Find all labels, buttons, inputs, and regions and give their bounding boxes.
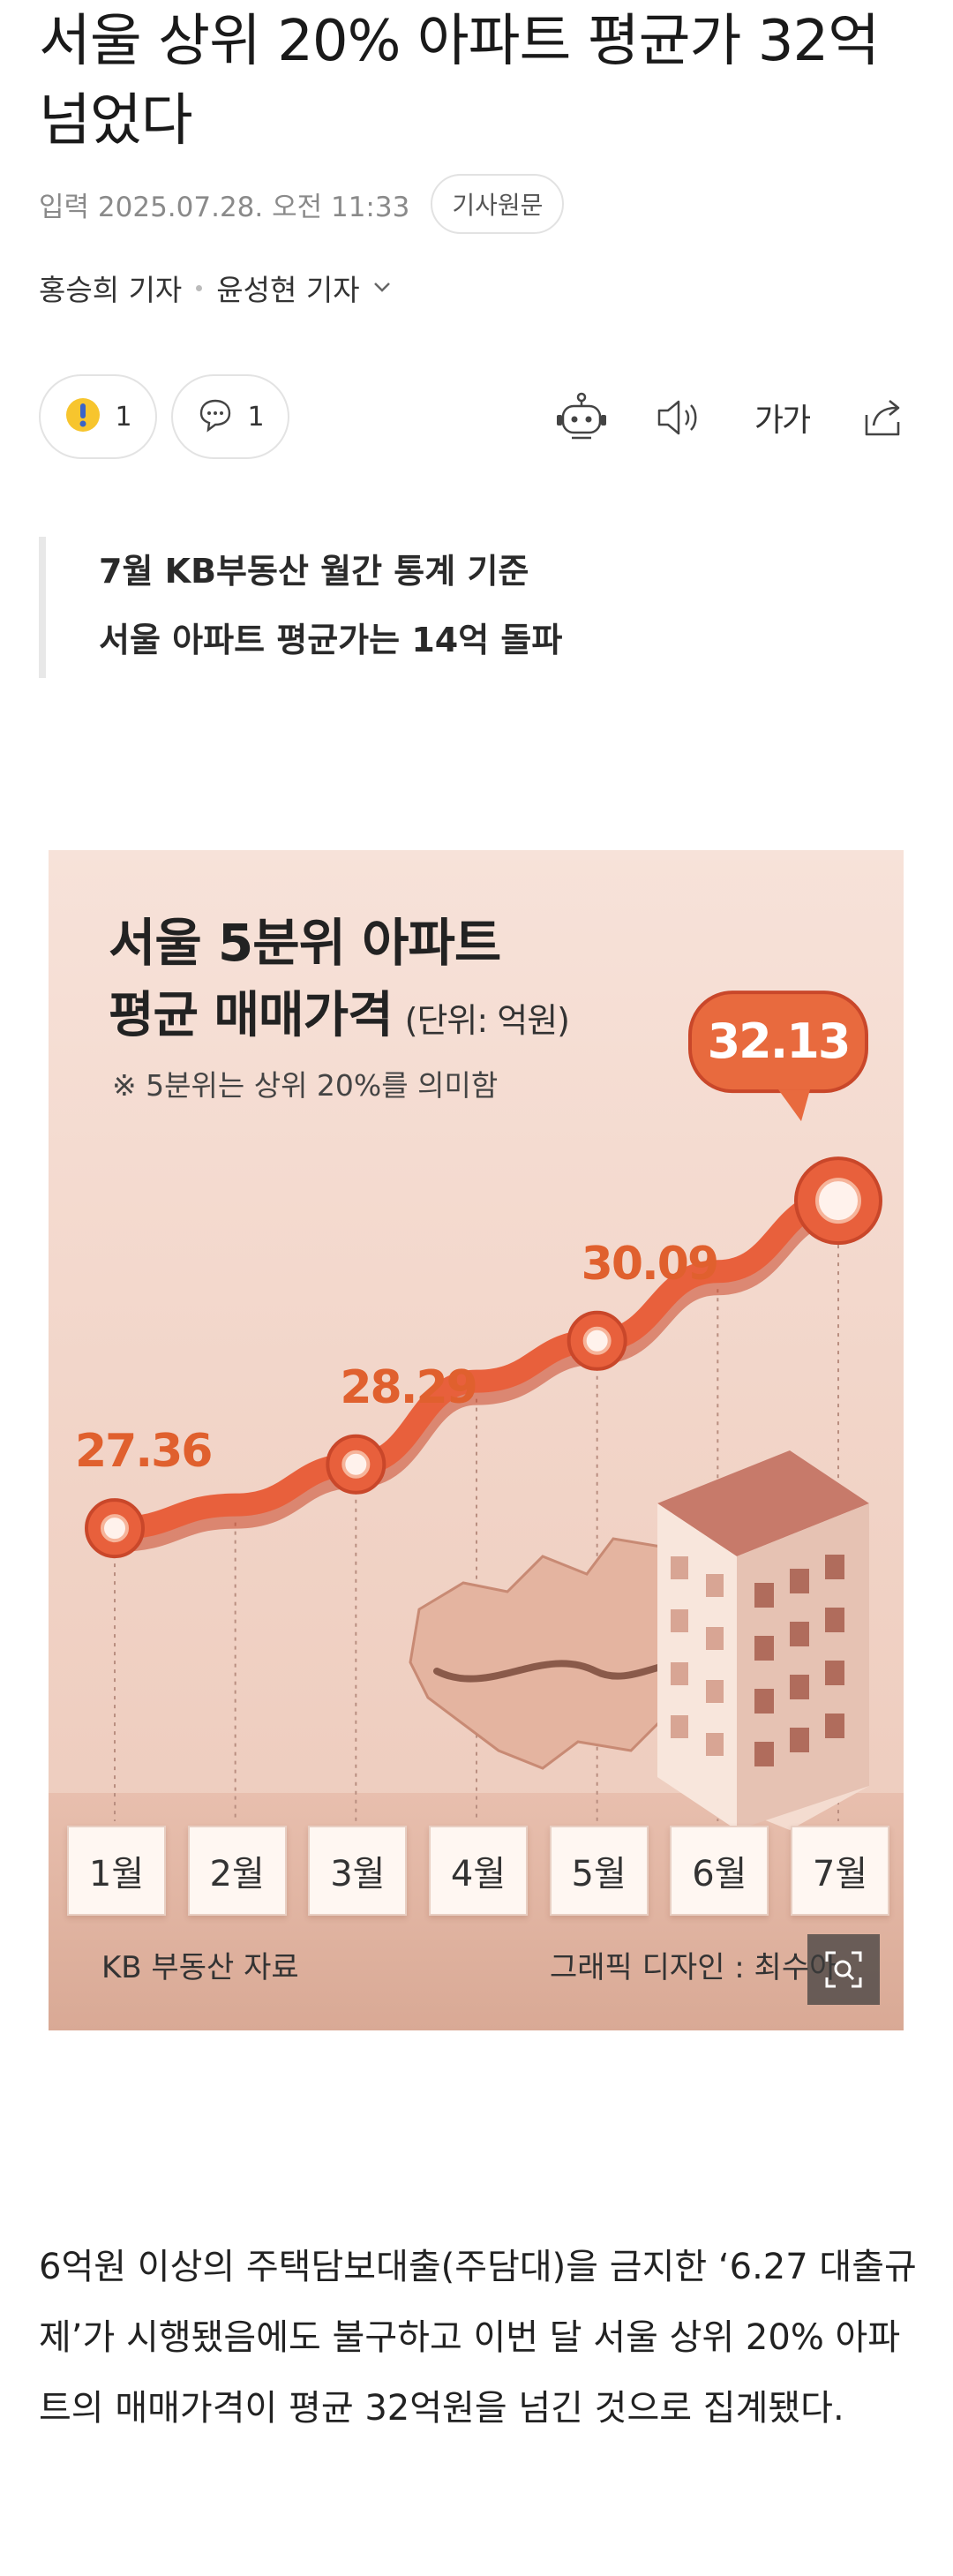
font-size-button[interactable]: 가가 bbox=[745, 387, 819, 448]
apartment-building-illustration bbox=[657, 1450, 869, 1830]
latest-value-callout: 32.13 bbox=[688, 990, 868, 1122]
article-meta: 입력 2025.07.28. 오전 11:33 기사원문 bbox=[39, 173, 565, 235]
author-name[interactable]: 홍승희 기자 bbox=[39, 273, 183, 307]
callout-tail bbox=[778, 1089, 810, 1122]
graphic-source: KB 부동산 자료 bbox=[101, 1950, 299, 1985]
data-point-inner-3 bbox=[341, 1450, 371, 1479]
value-label-3: 30.09 bbox=[582, 1238, 717, 1291]
zoom-image-button[interactable] bbox=[807, 1934, 880, 2005]
article-headline: 서울 상위 20% 아파트 평균가 32억 넘었다 bbox=[39, 9, 880, 154]
graphic-subtitle: 평균 매매가격 (단위: 억원) bbox=[109, 975, 570, 1047]
data-point-inner-7 bbox=[815, 1178, 861, 1224]
month-label-5: 5월 bbox=[549, 1826, 649, 1916]
infographic[interactable]: 서울 5분위 아파트 평균 매매가격 (단위: 억원) ※ 5분위는 상위 20%… bbox=[49, 850, 904, 2030]
exclamation-emoji-icon bbox=[64, 395, 102, 438]
graphic-title: 서울 5분위 아파트 bbox=[109, 913, 501, 973]
month-label-2: 2월 bbox=[187, 1826, 287, 1916]
price-line-chart: 27.36 28.29 30.09 32.13 bbox=[49, 990, 904, 2030]
reaction-count: 1 bbox=[115, 401, 132, 433]
comment-button[interactable]: 1 bbox=[171, 374, 289, 459]
author-name[interactable]: 윤성현 기자 bbox=[216, 273, 360, 307]
value-label-1: 27.36 bbox=[75, 1425, 211, 1478]
author-list[interactable]: 홍승희 기자 윤성현 기자 bbox=[39, 261, 394, 314]
data-points bbox=[85, 1156, 882, 1559]
callout-bubble bbox=[688, 990, 868, 1094]
month-label-1: 1월 bbox=[67, 1826, 166, 1916]
chevron-down-icon[interactable] bbox=[371, 271, 394, 305]
value-labels: 27.36 28.29 30.09 bbox=[75, 1238, 719, 1478]
speaker-icon[interactable] bbox=[648, 387, 709, 448]
share-icon[interactable] bbox=[852, 387, 914, 448]
month-label-7: 7월 bbox=[791, 1826, 889, 1916]
original-article-button[interactable]: 기사원문 bbox=[431, 174, 565, 234]
comment-icon bbox=[196, 395, 235, 438]
month-label-6: 6월 bbox=[670, 1826, 769, 1916]
graphic-designer: 그래픽 디자인 : 최수아 bbox=[550, 1950, 837, 1985]
graphic-subtitle-text: 평균 매매가격 bbox=[109, 987, 394, 1044]
font-size-label: 가가 bbox=[754, 403, 811, 439]
data-point-inner-1 bbox=[101, 1514, 129, 1543]
data-point-inner-5 bbox=[582, 1326, 612, 1355]
article-summary: 7월 KB부동산 월간 통계 기준 서울 아파트 평균가는 14억 돌파 bbox=[39, 537, 833, 678]
comment-count: 1 bbox=[247, 401, 265, 433]
value-label-2: 28.29 bbox=[340, 1361, 476, 1414]
article-body: 6억원 이상의 주택담보대출(주담대)을 금지한 ‘6.27 대출규제’가 시행… bbox=[39, 2247, 917, 2429]
action-bar: 1 1 가가 bbox=[39, 374, 914, 463]
reaction-button[interactable]: 1 bbox=[39, 374, 157, 459]
graphic-note: ※ 5분위는 상위 20%를 의미함 bbox=[112, 1068, 499, 1103]
series-line bbox=[103, 1189, 850, 1540]
ai-summary-robot-icon[interactable] bbox=[551, 387, 612, 448]
author-separator bbox=[196, 284, 203, 291]
callout-value: 32.13 bbox=[708, 1013, 850, 1069]
publish-date: 입력 2025.07.28. 오전 11:33 bbox=[39, 191, 410, 223]
graphic-unit: (단위: 억원) bbox=[404, 1001, 570, 1040]
month-label-4: 4월 bbox=[429, 1826, 528, 1916]
month-label-3: 3월 bbox=[308, 1826, 408, 1916]
summary-line: 7월 KB부동산 월간 통계 기준 bbox=[99, 552, 529, 591]
zoom-icon bbox=[825, 1951, 862, 1988]
summary-line: 서울 아파트 평균가는 14억 돌파 bbox=[99, 621, 563, 659]
